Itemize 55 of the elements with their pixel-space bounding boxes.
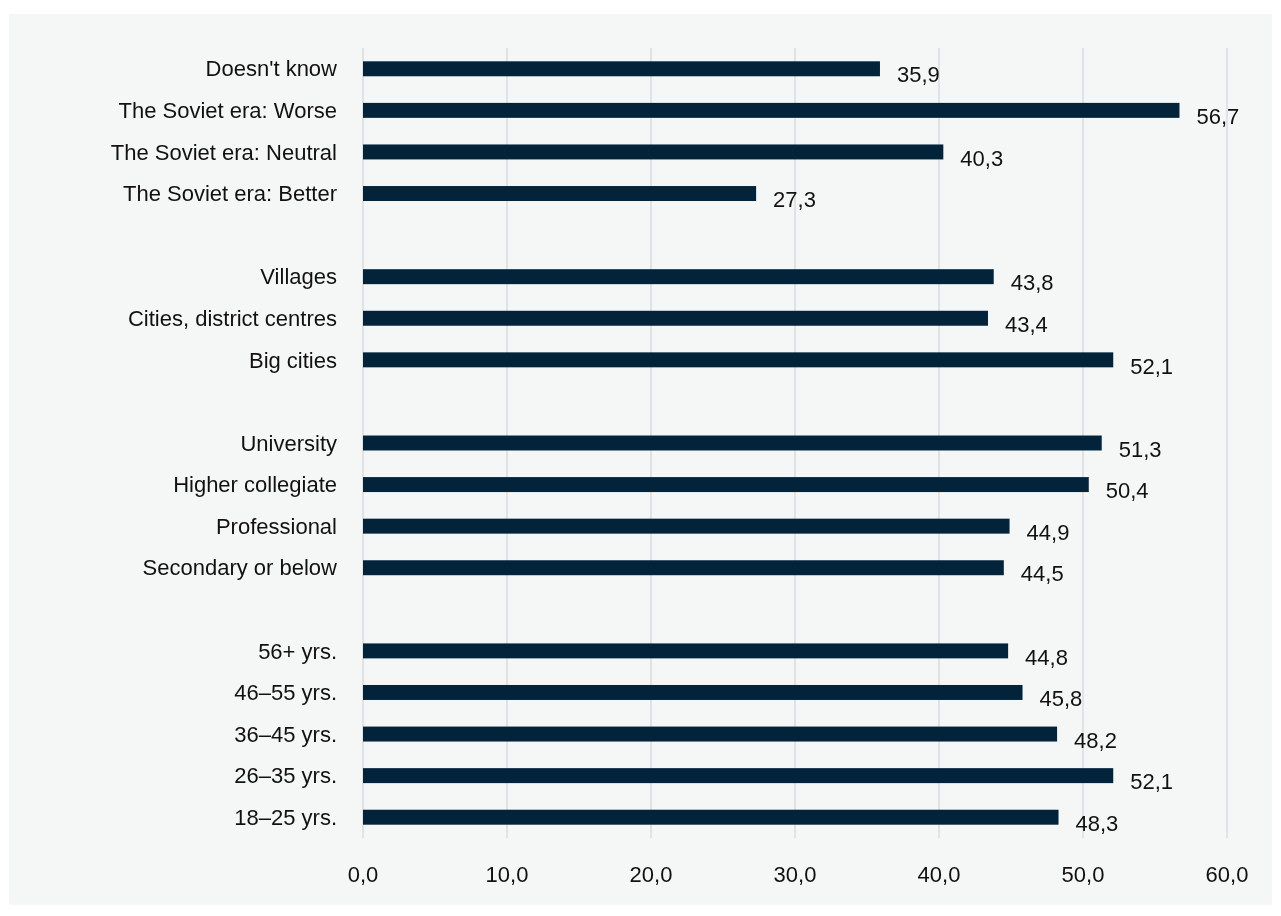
x-tick-label: 50,0 <box>1061 862 1105 887</box>
bar <box>363 186 757 202</box>
y-tick-label: 46–55 yrs. <box>234 680 337 706</box>
data-label: 40,3 <box>960 145 1004 171</box>
y-tick-label: The Soviet era: Better <box>123 181 337 207</box>
x-tick-label: 40,0 <box>917 862 961 887</box>
y-tick-label: Professional <box>215 513 337 539</box>
data-label: 43,8 <box>1010 270 1054 296</box>
x-tick-label: 60,0 <box>1205 862 1249 887</box>
y-tick-label: Big cities <box>248 347 337 373</box>
y-tick-label: 26–35 yrs. <box>234 763 337 789</box>
bar <box>363 726 1058 742</box>
bar <box>363 560 1004 576</box>
bar <box>363 768 1114 784</box>
bar <box>363 352 1114 368</box>
data-label: 27,3 <box>773 187 816 213</box>
data-label: 51,3 <box>1118 436 1162 462</box>
bar <box>363 684 1023 700</box>
data-label: 44,9 <box>1026 519 1070 545</box>
x-tick-label: 20,0 <box>629 862 673 887</box>
bar <box>363 477 1089 493</box>
bar <box>363 144 944 160</box>
data-label: 56,7 <box>1196 104 1240 130</box>
x-tick-label: 30,0 <box>773 862 817 887</box>
bar <box>363 102 1180 118</box>
y-tick-label: Doesn't know <box>205 56 338 82</box>
bar <box>363 809 1059 825</box>
bar <box>363 518 1010 534</box>
y-tick-label: 56+ yrs. <box>258 638 337 664</box>
y-tick-label: University <box>240 430 337 456</box>
data-label: 44,8 <box>1025 644 1068 670</box>
data-label: 52,1 <box>1130 353 1174 379</box>
y-tick-label: Higher collegiate <box>173 472 337 498</box>
y-tick-label: Cities, district centres <box>127 305 337 331</box>
data-label: 44,5 <box>1020 561 1064 587</box>
data-label: 48,3 <box>1075 810 1119 836</box>
y-tick-label: The Soviet era: Worse <box>118 98 337 124</box>
bar <box>363 269 994 285</box>
bar <box>363 61 880 77</box>
data-label: 35,9 <box>896 62 940 88</box>
bar <box>363 435 1102 451</box>
y-tick-label: 36–45 yrs. <box>234 721 337 747</box>
y-tick-label: Secondary or below <box>142 555 338 581</box>
y-tick-label: Villages <box>260 264 337 290</box>
bar <box>363 643 1009 659</box>
data-label: 48,2 <box>1074 727 1117 753</box>
y-tick-label: The Soviet era: Neutral <box>110 139 337 165</box>
data-label: 43,4 <box>1004 311 1048 337</box>
x-tick-label: 0,0 <box>347 862 379 887</box>
data-label: 45,8 <box>1039 686 1083 712</box>
y-tick-label: 18–25 yrs. <box>234 804 337 830</box>
data-label: 50,4 <box>1105 478 1149 504</box>
x-tick-label: 10,0 <box>485 862 529 887</box>
bar <box>363 310 988 326</box>
data-label: 52,1 <box>1130 769 1174 795</box>
